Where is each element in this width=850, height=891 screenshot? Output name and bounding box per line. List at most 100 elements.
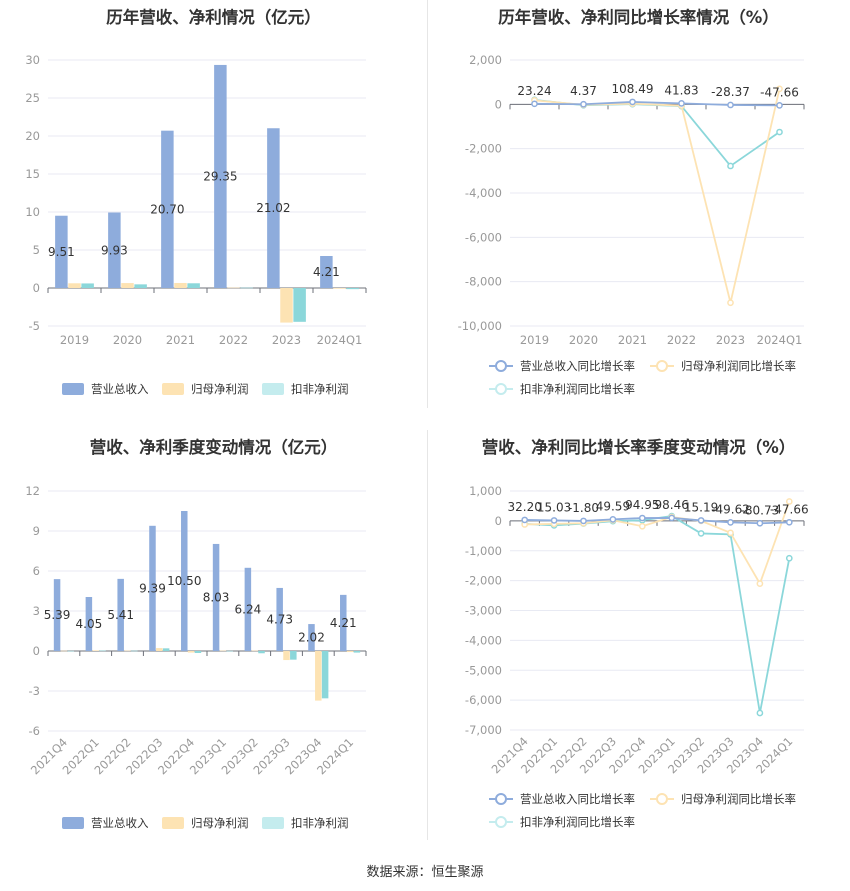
bar-data-label: 5.41 [107,608,134,622]
y-tick-label: 10 [25,205,40,219]
bar-netProfit [283,651,290,661]
bar-revenue [267,128,280,288]
legend-item-net-profit-yoy[interactable]: 归母净利润同比增长率 [650,358,796,374]
legend-item-net-profit-yoy[interactable]: 归母净利润同比增长率 [650,791,796,807]
legend-label: 归母净利润 [191,382,249,396]
legend-label: 营业总收入 [91,816,149,830]
bar-deductNetProfit [187,283,200,288]
line-data-label: -1.80 [568,501,599,515]
bar-netProfit [251,650,258,652]
bar-revenue [308,624,315,651]
y-tick-label: 9 [33,524,40,538]
bar-deductNetProfit [353,651,361,653]
bar-netProfit [92,650,99,651]
bar-revenue [55,215,68,288]
legend-item-net-profit[interactable]: 归母净利润 [162,815,249,831]
chart-legend: 营业总收入 归母净利润 扣非净利润 [0,381,427,401]
bar-data-label: 21.02 [256,201,290,215]
legend-item-deduct-net-profit-yoy[interactable]: 扣非净利润同比增长率 [489,381,635,397]
legend-swatch [489,815,513,829]
bar-data-label: 4.73 [266,612,293,626]
x-tick-label: 2023 [272,333,301,347]
x-tick-label: 2020 [113,333,142,347]
line-revenueYoY [534,101,780,107]
legend-label: 归母净利润同比增长率 [681,792,796,806]
x-tick-label: 2019 [60,333,89,347]
y-tick-label: 0 [495,514,502,528]
y-tick-label: 5 [33,243,40,257]
line-data-label: 108.49 [612,82,654,96]
line-netProfitYoY [524,501,791,586]
legend-item-deduct-net-profit[interactable]: 扣非净利润 [262,381,349,397]
bar-deductNetProfit [321,651,329,699]
legend-item-revenue[interactable]: 营业总收入 [62,815,149,831]
chart-title: 营收、净利同比增长率季度变动情况（%） [481,438,796,457]
line-point [727,101,734,109]
annual-amount-chart: -5 0 5 10 15 20 25 30 2019 2020 2021 2022 2023 2024Q1… [25,53,367,347]
bar-deductNetProfit [346,288,359,290]
bar-netProfit [280,288,293,323]
y-tick-label: -10,000 [458,319,502,333]
y-tick-label: 6 [33,564,40,578]
annual-amount-panel: 历年营收、净利情况（亿元） -5 0 5 10 15 20 25 30 2019 2020 2021… [0,0,427,410]
bar-deductNetProfit [99,650,106,652]
chart-legend: 营业总收入 归母净利润 扣非净利润 [0,815,427,835]
line-data-label: -47.66 [770,502,809,516]
line-data-label: -47.66 [760,85,799,99]
bar-deductNetProfit [134,284,147,288]
legend-item-deduct-net-profit-yoy[interactable]: 扣非净利润同比增长率 [489,814,635,830]
quarterly-yoy-chart: -7,000 -6,000 -5,000 -4,000 -3,000 -2,000 -1,0… [465,484,809,776]
line-data-label: 32.20 [508,500,542,514]
y-tick-label: -1,000 [465,544,502,558]
line-data-label: -28.37 [711,85,750,99]
bar-deductNetProfit [81,283,94,288]
legend-item-revenue-yoy[interactable]: 营业总收入同比增长率 [489,791,635,807]
bar-revenue [212,543,220,651]
line-deductNetProfitYoY [524,515,791,714]
bar-revenue [214,64,227,288]
legend-item-revenue[interactable]: 营业总收入 [62,381,149,397]
y-tick-label: 2,000 [469,53,502,67]
legend-item-deduct-net-profit[interactable]: 扣非净利润 [262,815,349,831]
x-tick-label: 2023 [716,333,745,347]
chart-title: 历年营收、净利情况（亿元） [106,8,321,27]
bar-deductNetProfit [290,651,297,660]
line-data-label: 4.37 [570,84,597,98]
line-point [727,519,734,526]
quarterly-amount-panel: 营收、净利季度变动情况（亿元） -6 -3 0 3 6 9 12 2021Q4 2022Q1 20… [0,425,427,845]
line-point [521,516,529,524]
bar-data-label: 8.03 [203,590,230,604]
x-tick-label: 2024Q1 [317,333,363,347]
bar-netProfit [156,648,163,651]
bar-netProfit [60,650,68,652]
legend-label: 扣非净利润 [291,382,349,396]
annual-yoy-panel: 历年营收、净利同比增长率情况（%） -10,000 -8,000 -6,000 -4,… [427,0,850,410]
x-tick-label: 2024Q1 [757,333,803,347]
bar-revenue [85,597,93,651]
annual-yoy-chart: -10,000 -8,000 -6,000 -4,000 -2,000 0 2,000 201… [458,53,805,347]
line-point [785,498,793,505]
bar-revenue [53,579,61,651]
y-tick-label: -4,000 [465,186,502,200]
panel-divider [427,430,428,840]
legend-item-revenue-yoy[interactable]: 营业总收入同比增长率 [489,358,635,374]
legend-swatch [62,817,84,829]
line-point [678,100,685,107]
bar-revenue [108,212,121,288]
chart-legend: 营业总收入同比增长率 归母净利润同比增长率 扣非净利润同比增长率 [427,791,850,835]
chart-title: 营收、净利季度变动情况（亿元） [89,438,338,457]
y-tick-label: -3,000 [465,604,502,618]
line-data-label: 15.03 [537,500,571,514]
legend-swatch [650,792,674,806]
chart-legend: 营业总收入同比增长率 归母净利润同比增长率 扣非净利润同比增长率 [427,358,850,402]
legend-item-net-profit[interactable]: 归母净利润 [162,381,249,397]
y-tick-label: 0 [33,644,40,658]
line-point [531,100,538,108]
x-tick-label: 2021 [166,333,195,347]
bar-revenue [149,525,156,651]
x-tick-label: 2021 [618,333,647,347]
bar-deductNetProfit [162,648,170,651]
bar-netProfit [174,282,187,288]
bar-data-label: 9.51 [48,245,75,259]
